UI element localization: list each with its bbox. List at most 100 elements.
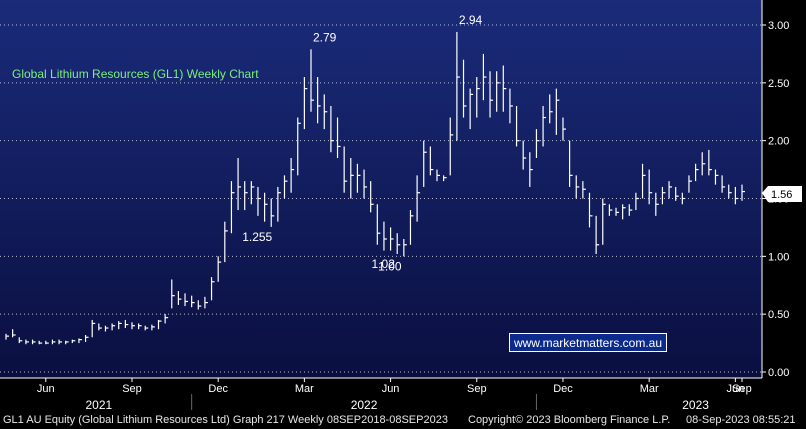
price-bar [741, 184, 745, 201]
price-bar [197, 300, 202, 310]
price-bar [250, 181, 255, 205]
price-bar [509, 88, 513, 124]
price-bar [237, 158, 242, 211]
price-bar [350, 158, 354, 199]
price-bar [157, 319, 162, 330]
price-annotation: 1.255 [242, 230, 272, 244]
price-bar [681, 192, 686, 205]
price-bar [98, 323, 102, 331]
price-bar [71, 339, 76, 344]
price-bar [608, 204, 613, 216]
price-bar [277, 186, 281, 222]
y-tick-label: 2.00 [768, 136, 789, 148]
price-bar [363, 169, 368, 199]
price-bar [542, 105, 547, 147]
price-bar [462, 59, 467, 118]
price-bar [622, 204, 626, 220]
price-bar [615, 207, 620, 216]
y-tick-label: 0.00 [768, 367, 789, 379]
y-tick-label: 1.00 [768, 251, 789, 263]
price-bar [330, 105, 334, 153]
year-label: 2023 [682, 398, 709, 412]
price-bar [270, 198, 275, 227]
price-bar [244, 181, 248, 211]
last-price-marker: 1.56 [762, 186, 802, 202]
price-bar [210, 277, 215, 301]
price-bar [290, 158, 295, 193]
footer-security: GL1 AU Equity (Global Lithium Resources … [3, 414, 448, 426]
footer-timestamp: 08-Sep-2023 08:55:21 [686, 414, 796, 426]
price-bar [343, 146, 348, 193]
price-bar [84, 334, 89, 342]
price-bar [111, 323, 116, 331]
price-bar [151, 324, 155, 331]
grid [0, 24, 762, 373]
price-bar [602, 198, 606, 245]
price-bar [701, 152, 706, 176]
price-bar [184, 293, 189, 307]
chart-svg: 0.000.501.001.502.002.503.00 JunSepDecMa… [0, 0, 802, 412]
y-tick-label: 3.00 [768, 20, 789, 32]
price-annotation: 1.02 [372, 257, 396, 271]
price-bar [728, 184, 732, 199]
price-bar [655, 192, 659, 216]
price-bar [535, 129, 540, 159]
price-annotation: 2.94 [459, 13, 483, 27]
price-bar [104, 325, 109, 332]
price-bar [423, 140, 427, 187]
price-bar [383, 221, 387, 251]
footer-copyright: Copyright© 2023 Bloomberg Finance L.P. [468, 414, 671, 426]
price-bar [721, 175, 726, 193]
price-bar [356, 163, 361, 193]
price-bar [31, 339, 36, 345]
price-bar [204, 296, 208, 309]
price-bar [171, 279, 175, 309]
x-tick-label: Jun [37, 383, 55, 395]
price-bar [443, 175, 447, 182]
price-bar [177, 291, 182, 305]
footer: GL1 AU Equity (Global Lithium Resources … [0, 412, 806, 429]
price-bar [595, 215, 600, 255]
price-bar [118, 321, 122, 330]
price-bar [688, 175, 692, 193]
price-bar [370, 181, 374, 213]
price-bar [138, 323, 142, 330]
price-bar [708, 149, 712, 176]
price-bar [91, 319, 96, 338]
x-tick-label: Jun [382, 383, 400, 395]
price-bar [469, 88, 474, 130]
price-bar [515, 105, 520, 147]
year-label: 2021 [85, 398, 112, 412]
price-bar [641, 163, 646, 199]
x-tick-label: Sep [732, 383, 752, 395]
last-price-box [762, 186, 802, 202]
plot-area [0, 0, 762, 378]
price-bar [257, 186, 261, 216]
price-bar [482, 53, 487, 101]
x-tick-label: Sep [467, 383, 487, 395]
price-bar [217, 256, 222, 282]
price-bar [734, 186, 739, 205]
price-bar [555, 88, 560, 135]
price-bar [51, 339, 56, 345]
price-bar [575, 175, 580, 199]
price-bar [230, 181, 235, 234]
price-annotation: 2.79 [313, 30, 337, 44]
price-bar [303, 77, 308, 130]
price-bar [409, 210, 414, 245]
x-tick-label: Dec [208, 383, 228, 395]
price-bar [648, 169, 653, 205]
price-bar [449, 117, 454, 176]
price-bar [714, 169, 719, 185]
price-bar [389, 227, 394, 251]
chart-title: Global Lithium Resources (GL1) Weekly Ch… [12, 67, 259, 81]
price-bar [549, 94, 553, 124]
price-bar [310, 49, 315, 112]
price-bar [58, 339, 63, 345]
y-tick-label: 2.50 [768, 78, 789, 90]
price-bar [694, 163, 699, 182]
price-bar [144, 325, 149, 331]
x-tick-label: Dec [553, 383, 573, 395]
price-bar [569, 140, 573, 187]
price-bar [436, 169, 440, 182]
